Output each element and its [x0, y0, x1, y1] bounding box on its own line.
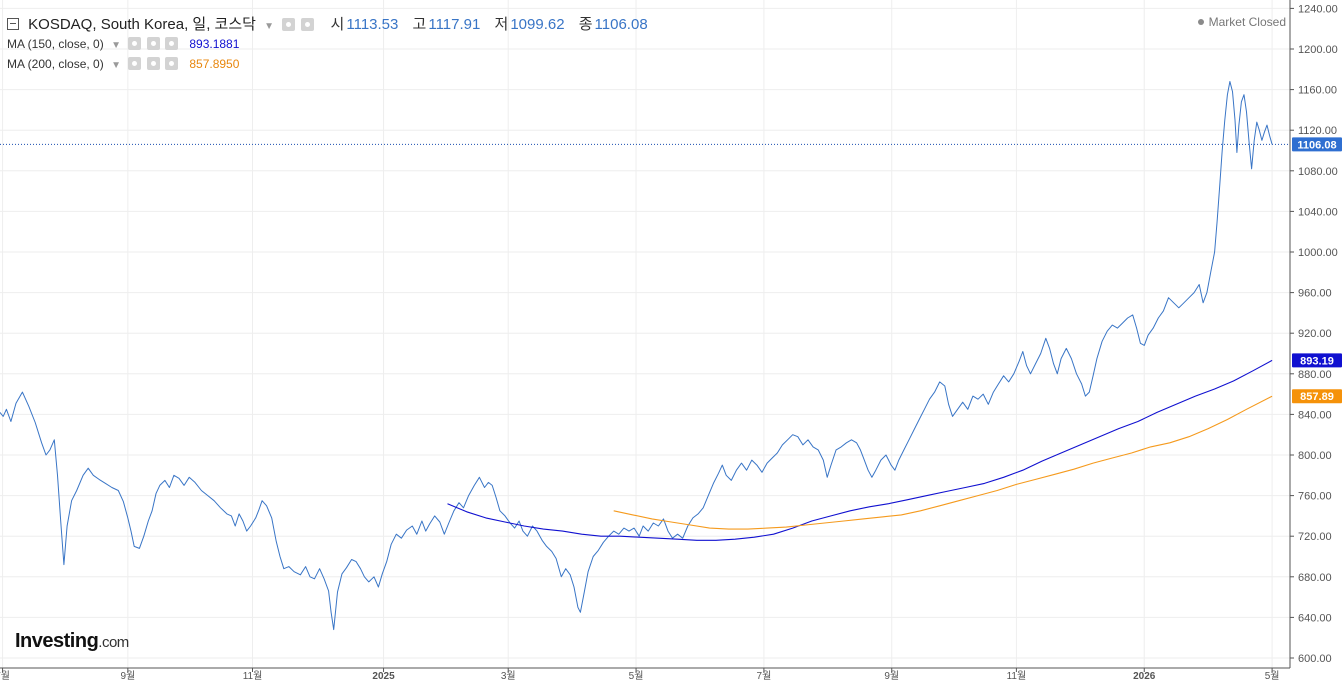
ma200-badge	[1292, 389, 1342, 404]
y-tick-label: 640.00	[1298, 612, 1332, 624]
x-tick-label: 2026	[1133, 671, 1156, 681]
x-tick-label: 5월	[1265, 670, 1280, 681]
x-tick-label: 11월	[243, 670, 263, 681]
y-tick-label: 1240.00	[1298, 3, 1338, 15]
gear-icon[interactable]	[146, 37, 160, 50]
legend-ma150: MA (150, close, 0) ▼ 893.1881	[7, 37, 239, 51]
y-tick-label: 720.00	[1298, 531, 1332, 543]
ma200-line	[613, 395, 1273, 530]
y-tick-label: 920.00	[1298, 328, 1332, 340]
ma150-line	[447, 359, 1273, 541]
ma150-value: 893.1881	[189, 37, 240, 51]
close-label: 종	[578, 16, 593, 33]
y-tick-label: 880.00	[1298, 369, 1332, 381]
y-tick-label: 1160.00	[1298, 85, 1337, 97]
gear-icon[interactable]	[146, 57, 160, 70]
close-icon[interactable]	[165, 57, 178, 70]
x-tick-label: 2025	[372, 671, 395, 681]
chart-title: KOSDAQ, South Korea, 일, 코스닥	[28, 16, 256, 33]
eye-icon[interactable]	[128, 37, 142, 50]
close-icon[interactable]	[165, 37, 178, 50]
ma150-label: MA (150, close, 0)	[7, 37, 104, 51]
low-value: 1099.62	[510, 16, 565, 33]
y-tick-label: 1120.00	[1298, 125, 1337, 137]
chevron-down-icon[interactable]: ▼	[264, 21, 275, 32]
x-tick-label: 9월	[884, 670, 899, 681]
high-label: 고	[412, 16, 427, 33]
ma150-badge-text: 893.19	[1300, 355, 1334, 367]
x-tick-label: 7월	[0, 670, 10, 681]
logo-main: Investing	[15, 630, 99, 652]
logo-suffix: .com	[98, 634, 129, 651]
y-tick-label: 600.00	[1298, 653, 1332, 665]
price-badge-text: 1106.08	[1297, 139, 1336, 151]
chevron-down-icon[interactable]: ▼	[111, 60, 121, 71]
chevron-down-icon[interactable]: ▼	[111, 40, 121, 51]
y-tick-label: 680.00	[1298, 572, 1332, 584]
x-tick-label: 7월	[757, 670, 772, 681]
price-badge	[1292, 137, 1342, 152]
ma150-badge	[1292, 353, 1342, 368]
high-value: 1117.91	[428, 16, 481, 33]
y-tick-label: 960.00	[1298, 288, 1332, 300]
x-tick-label: 11월	[1007, 670, 1027, 681]
gear-icon[interactable]	[301, 18, 315, 31]
ma200-badge-text: 857.89	[1300, 391, 1334, 403]
ma200-label: MA (200, close, 0)	[7, 57, 104, 71]
ma200-value: 857.8950	[189, 57, 240, 71]
y-tick-label: 800.00	[1298, 450, 1332, 462]
y-tick-label: 1200.00	[1298, 44, 1338, 56]
x-tick-label: 9월	[120, 670, 135, 681]
x-tick-label: 5월	[629, 670, 644, 681]
y-tick-label: 1000.00	[1298, 247, 1338, 259]
y-tick-label: 840.00	[1298, 409, 1332, 421]
y-tick-label: 1040.00	[1298, 206, 1338, 218]
open-value: 1113.53	[346, 16, 399, 33]
y-tick-label: 1080.00	[1298, 166, 1338, 178]
legend-main: KOSDAQ, South Korea, 일, 코스닥 ▼ 시 1113.53 고…	[7, 13, 648, 34]
close-value: 1106.08	[594, 16, 648, 33]
eye-icon[interactable]	[282, 18, 296, 31]
status-dot-icon	[1197, 19, 1204, 25]
collapse-icon[interactable]	[7, 18, 19, 30]
market-status-text: Market Closed	[1208, 15, 1286, 29]
legend-ma200: MA (200, close, 0) ▼ 857.8950	[7, 57, 239, 71]
price-line	[0, 81, 1273, 631]
market-status: Market Closed	[1197, 15, 1286, 29]
low-label: 저	[494, 16, 509, 33]
eye-icon[interactable]	[128, 57, 142, 70]
x-tick-label: 3월	[501, 670, 516, 681]
investing-logo: Investing.com	[15, 630, 129, 653]
y-tick-label: 760.00	[1298, 491, 1332, 503]
open-label: 시	[330, 16, 345, 33]
